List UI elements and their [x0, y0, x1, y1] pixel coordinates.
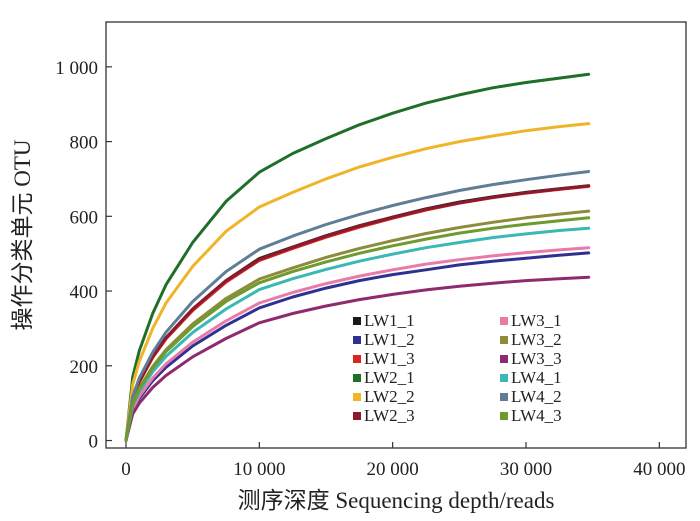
legend-label: LW1_3 [364, 349, 415, 368]
series-line-lw3-3 [124, 275, 591, 442]
legend-label: LW4_1 [511, 368, 562, 387]
legend-swatch [353, 412, 361, 420]
legend-swatch [353, 355, 361, 363]
series-line-lw4-1 [124, 226, 591, 442]
y-tick-label: 200 [70, 357, 99, 378]
legend-label: LW2_3 [364, 406, 415, 425]
series-line-lw2-2 [124, 122, 591, 442]
x-axis-title: 测序深度 Sequencing depth/reads [238, 488, 555, 513]
y-tick-label: 1 000 [55, 58, 98, 79]
legend-label: LW3_2 [511, 330, 562, 349]
legend-label: LW2_2 [364, 387, 415, 406]
x-tick-label: 20 000 [367, 459, 419, 480]
series-lines [124, 72, 591, 442]
legend-label: LW4_3 [511, 406, 562, 425]
legend-label: LW2_1 [364, 368, 415, 387]
legend-swatch [353, 374, 361, 382]
legend-swatch [500, 355, 508, 363]
legend-swatch [353, 336, 361, 344]
plot-frame [105, 21, 687, 449]
series-line-lw3-1 [124, 246, 591, 442]
x-tick-label: 0 [121, 459, 131, 480]
series-line-lw4-3 [124, 216, 591, 442]
y-axis-title: 操作分类单元 OTU [10, 139, 35, 330]
x-tick-label: 40 000 [633, 459, 685, 480]
legend-label: LW4_2 [511, 387, 562, 406]
legend-label: LW1_2 [364, 330, 415, 349]
y-axis: 0 200 400 600 800 1 000 [55, 58, 112, 453]
legend-swatch [500, 412, 508, 420]
legend-swatch [353, 317, 361, 325]
legend-label: LW3_1 [511, 311, 562, 330]
legend-swatch [353, 393, 361, 401]
legend-swatch [500, 336, 508, 344]
legend-label: LW3_3 [511, 349, 562, 368]
y-tick-label: 0 [89, 432, 99, 453]
x-tick-label: 30 000 [500, 459, 552, 480]
series-line-lw2-3 [124, 184, 591, 442]
legend-swatch [500, 317, 508, 325]
legend-swatch [500, 374, 508, 382]
series-line-lw4-2 [124, 170, 591, 442]
y-tick-label: 600 [70, 207, 99, 228]
series-line-lw2-1 [124, 72, 591, 442]
legend-swatch [500, 393, 508, 401]
y-tick-label: 400 [70, 282, 99, 303]
x-axis: 0 10 000 20 000 30 000 40 000 [121, 442, 685, 480]
y-tick-label: 800 [70, 133, 99, 154]
x-tick-label: 10 000 [233, 459, 285, 480]
legend-label: LW1_1 [364, 311, 415, 330]
